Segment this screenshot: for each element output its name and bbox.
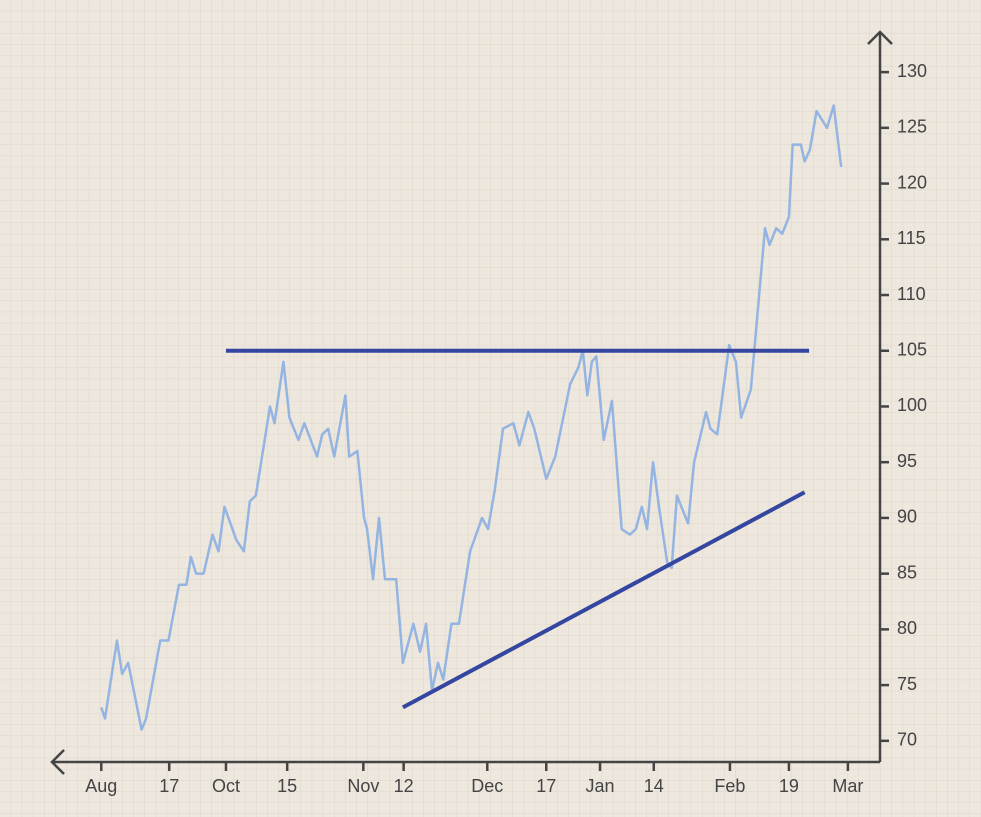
x-tick-label: Oct (212, 776, 240, 796)
trend-line (401, 490, 806, 710)
y-tick-label: 95 (897, 451, 917, 471)
x-tick-label: 19 (779, 776, 799, 796)
y-tick-label: 115 (897, 228, 926, 248)
x-tick-label: Feb (714, 776, 745, 796)
x-tick-label: 17 (159, 776, 179, 796)
y-tick-label: 105 (897, 339, 927, 359)
y-tick-label: 110 (897, 284, 926, 304)
y-tick-label: 80 (897, 618, 917, 638)
y-tick-label: 70 (897, 730, 917, 750)
y-tick-label: 100 (897, 395, 927, 415)
axes (50, 30, 893, 775)
x-tick-label: Mar (832, 776, 863, 796)
y-axis-arrow (867, 30, 893, 45)
y-tick-label: 75 (897, 674, 917, 694)
y-tick-label: 125 (897, 117, 927, 137)
x-tick-label: Aug (85, 776, 117, 796)
x-tick-label: 12 (394, 776, 414, 796)
x-tick-label: Jan (586, 776, 615, 796)
price-line (100, 104, 843, 731)
x-tick-label: 17 (536, 776, 556, 796)
x-tick-label: Nov (347, 776, 379, 796)
y-tick-label: 90 (897, 507, 917, 527)
y-tick-label: 120 (897, 172, 927, 192)
y-tick-label: 130 (897, 61, 927, 81)
x-tick-label: Dec (471, 776, 503, 796)
x-axis-arrow (50, 749, 65, 775)
x-tick-label: 14 (644, 776, 664, 796)
y-tick-label: 85 (897, 562, 917, 582)
x-tick-label: 15 (277, 776, 297, 796)
